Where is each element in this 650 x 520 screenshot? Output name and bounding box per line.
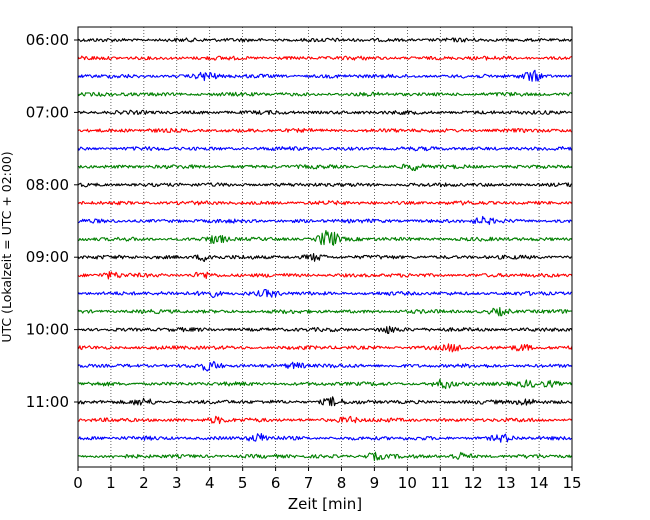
- y-tick-label: 11:00: [26, 393, 69, 411]
- x-tick-label: 2: [139, 474, 149, 492]
- y-tick-label: 07:00: [26, 103, 69, 121]
- x-tick-label: 12: [464, 474, 483, 492]
- x-tick-label: 13: [497, 474, 516, 492]
- y-tick-label: 10:00: [26, 321, 69, 339]
- grid-lines: [110, 27, 540, 467]
- trace-line: [77, 432, 573, 443]
- y-ticks: 06:00 07:00 08:00 09:00 10:00 11:00: [26, 31, 78, 411]
- trace-line: [77, 343, 573, 353]
- trace-line: [77, 37, 573, 43]
- trace-line: [77, 69, 573, 82]
- trace-line: [77, 200, 573, 206]
- x-tick-label: 0: [73, 474, 83, 492]
- trace-line: [77, 289, 573, 299]
- trace-line: [77, 55, 573, 61]
- trace-line: [77, 360, 573, 372]
- trace-line: [77, 253, 573, 263]
- x-tick-label: 3: [172, 474, 182, 492]
- trace-line: [77, 306, 573, 317]
- trace-line: [77, 271, 573, 280]
- x-tick-label: 4: [205, 474, 215, 492]
- x-tick-label: 1: [106, 474, 116, 492]
- trace-line: [77, 163, 573, 172]
- x-tick-label: 15: [562, 474, 581, 492]
- x-tick-label: 7: [304, 474, 314, 492]
- seismogram-traces: [77, 37, 573, 462]
- y-axis-label: UTC (Lokalzeit = UTC + 02:00): [0, 151, 14, 342]
- trace-line: [77, 325, 573, 335]
- x-tick-label: 10: [398, 474, 417, 492]
- trace-line: [77, 127, 573, 134]
- x-tick-label: 8: [337, 474, 347, 492]
- trace-line: [77, 378, 573, 390]
- trace-line: [77, 229, 573, 246]
- y-tick-label: 06:00: [26, 31, 69, 49]
- y-tick-label: 09:00: [26, 248, 69, 266]
- x-ticks: 0 1 2 3 4 5 6 7 8 9 10 11 12 13 14 15: [73, 467, 582, 492]
- plot-frame: [77, 26, 573, 468]
- trace-line: [77, 91, 573, 97]
- trace-line: [77, 396, 573, 407]
- x-tick-label: 5: [238, 474, 248, 492]
- x-tick-label: 14: [530, 474, 549, 492]
- trace-line: [77, 415, 573, 425]
- trace-line: [77, 146, 573, 152]
- trace-line: [77, 182, 573, 188]
- x-axis-label: Zeit [min]: [288, 495, 362, 513]
- x-tick-label: 6: [271, 474, 281, 492]
- trace-line: [77, 215, 573, 226]
- x-tick-label: 9: [370, 474, 380, 492]
- y-tick-label: 08:00: [26, 176, 69, 194]
- x-tick-label: 11: [431, 474, 450, 492]
- trace-line: [77, 109, 573, 116]
- trace-line: [77, 451, 573, 462]
